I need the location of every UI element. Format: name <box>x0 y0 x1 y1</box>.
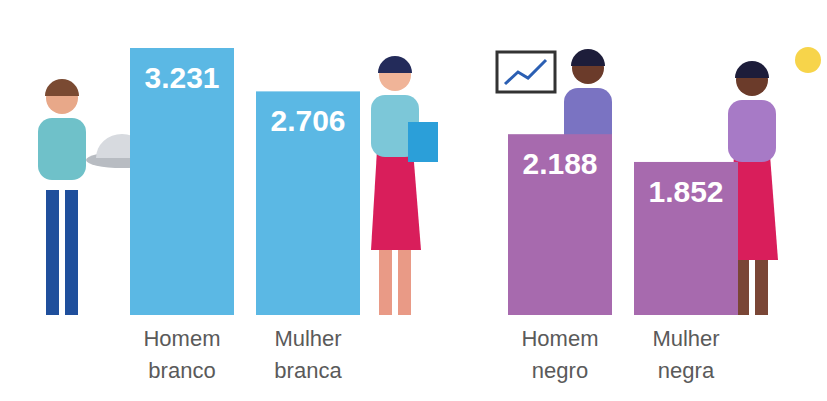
laptop <box>497 52 555 92</box>
hair <box>735 61 769 78</box>
category-labels: Homem branco Mulher branca Homem negro Mulher n… <box>143 326 719 383</box>
data-label: 2.706 <box>270 104 345 137</box>
category-label-line: branco <box>148 358 215 383</box>
category-label: Mulher negra <box>652 326 719 383</box>
category-label-line: negro <box>532 358 588 383</box>
category-label: Mulher branca <box>274 326 342 383</box>
person-illustration <box>38 79 86 315</box>
bar <box>130 48 234 315</box>
category-label-line: negra <box>658 358 715 383</box>
bar <box>256 91 360 315</box>
category-label-line: Mulher <box>652 326 719 351</box>
person-illustration <box>371 56 421 315</box>
bars <box>130 48 738 315</box>
chart: 3.231 2.706 2.188 1.852 Homem branco Mulher bra… <box>0 0 827 401</box>
leg <box>46 190 59 315</box>
hair <box>378 56 412 73</box>
illustrations <box>38 47 821 315</box>
leg <box>65 190 78 315</box>
data-label: 1.852 <box>648 175 723 208</box>
folder <box>408 122 438 162</box>
category-label: Homem negro <box>521 326 598 383</box>
category-label-line: Homem <box>521 326 598 351</box>
category-label-line: Homem <box>143 326 220 351</box>
bar <box>508 134 612 315</box>
hair <box>571 49 605 66</box>
body <box>38 118 86 180</box>
data-label: 2.188 <box>522 147 597 180</box>
light-bulb <box>795 47 821 73</box>
data-label: 3.231 <box>144 61 219 94</box>
category-label-line: Mulher <box>274 326 341 351</box>
category-label: Homem branco <box>143 326 220 383</box>
body <box>728 100 776 162</box>
category-label-line: branca <box>274 358 342 383</box>
skirt <box>371 150 421 250</box>
laptop-trend <box>505 60 546 84</box>
bar <box>634 162 738 315</box>
hair <box>45 79 79 96</box>
data-labels: 3.231 2.706 2.188 1.852 <box>144 61 723 208</box>
